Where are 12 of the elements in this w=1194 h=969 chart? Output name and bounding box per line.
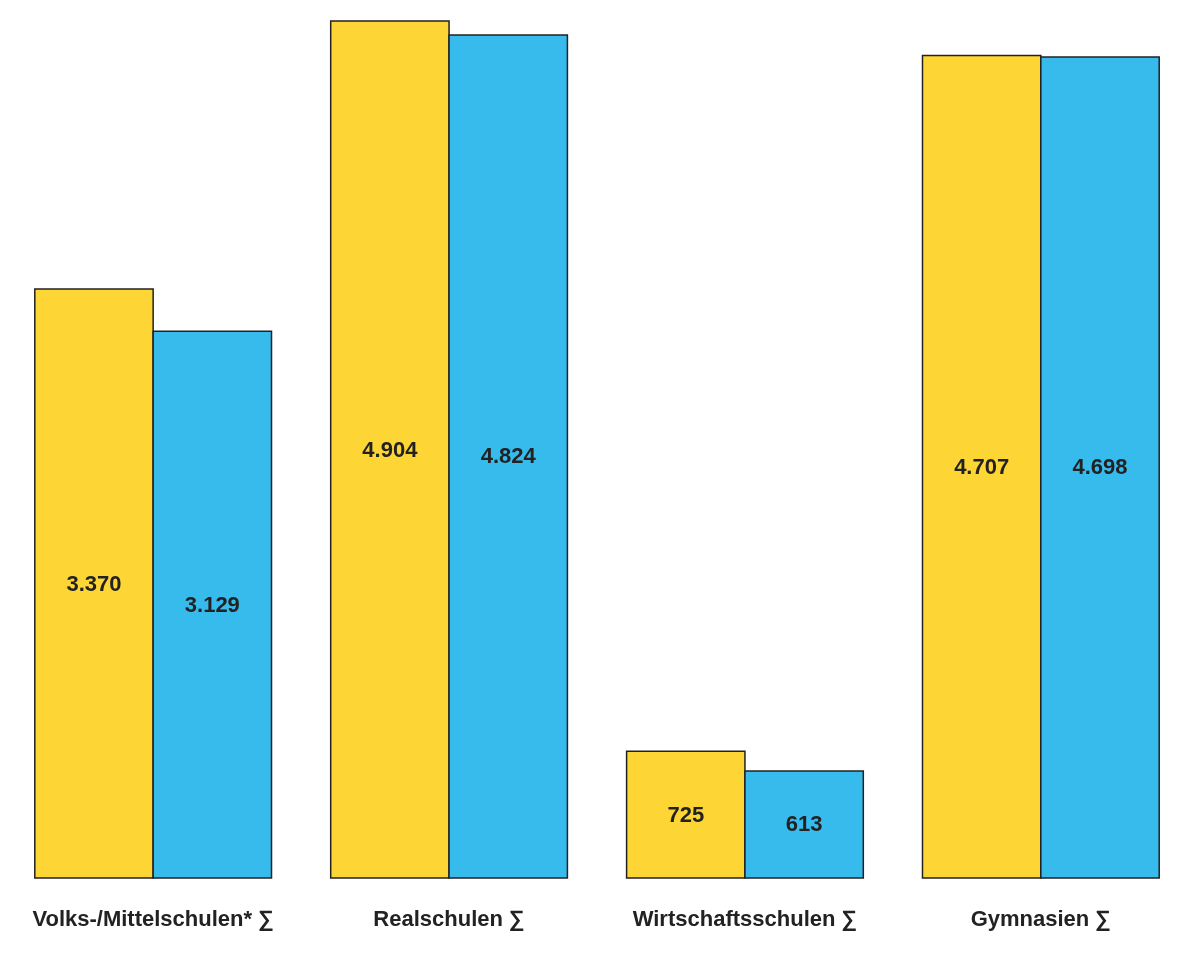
- data-label: 4.707: [954, 453, 1010, 479]
- x-tick-label: Wirtschaftsschulen ∑: [632, 905, 858, 931]
- data-label: 3.129: [184, 591, 240, 617]
- data-label: 3.370: [66, 570, 122, 596]
- data-label: 613: [785, 811, 823, 837]
- data-label: 725: [667, 801, 705, 827]
- x-tick-label: Volks-/Mittelschulen* ∑: [32, 905, 274, 931]
- data-label: 4.698: [1072, 454, 1128, 480]
- x-tick-label: Gymnasien ∑: [970, 905, 1112, 931]
- data-label: 4.824: [480, 443, 537, 469]
- x-tick-label: Realschulen ∑: [373, 905, 525, 931]
- data-label: 4.904: [362, 436, 419, 462]
